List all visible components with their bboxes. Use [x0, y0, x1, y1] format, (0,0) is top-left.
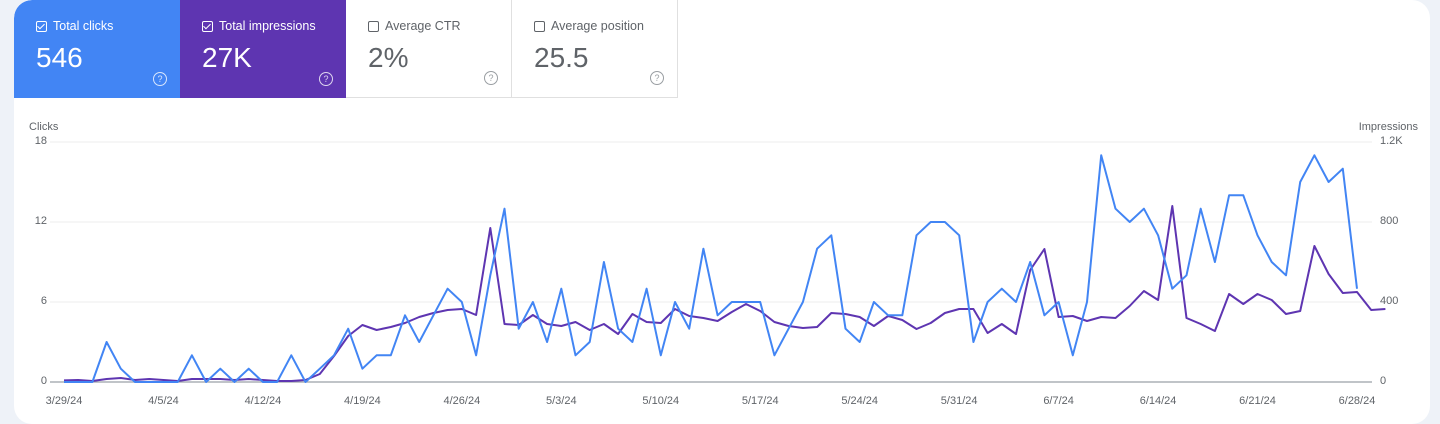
left-axis-tick: 6	[40, 295, 47, 307]
metric-card-total-clicks[interactable]: Total clicks 546 ?	[14, 0, 180, 98]
metric-value: 546	[36, 42, 83, 73]
metric-cards: Total clicks 546 ? Total impressions 27K…	[14, 0, 678, 98]
impressions-line[interactable]	[63, 205, 1386, 382]
x-axis-tick: 4/26/24	[443, 395, 481, 407]
x-axis-tick: 6/28/24	[1338, 395, 1376, 407]
checkbox-checked-icon[interactable]	[36, 20, 47, 32]
metric-card-total-impressions[interactable]: Total impressions 27K ?	[180, 0, 346, 98]
x-axis-tick: 5/31/24	[940, 395, 978, 407]
right-axis-tick: 400	[1380, 295, 1399, 307]
right-axis-title: Impressions	[1358, 121, 1418, 133]
chart-plot-area	[50, 141, 1386, 383]
x-axis-tick: 5/10/24	[642, 395, 680, 407]
right-axis-tick: 800	[1380, 215, 1399, 227]
metric-value: 25.5	[534, 42, 589, 73]
x-axis-tick: 5/3/24	[546, 395, 577, 407]
left-axis-tick: 12	[34, 215, 47, 227]
left-axis-title: Clicks	[29, 121, 59, 133]
x-axis-tick: 4/19/24	[344, 395, 381, 407]
help-icon[interactable]: ?	[484, 71, 498, 85]
x-axis-tick: 4/5/24	[148, 395, 179, 407]
help-icon[interactable]: ?	[319, 72, 333, 86]
metric-card-average-position[interactable]: Average position 25.5 ?	[512, 0, 678, 98]
x-axis-tick: 6/7/24	[1043, 395, 1074, 407]
x-axis-tick: 3/29/24	[45, 395, 83, 407]
metric-label: Total impressions	[219, 19, 316, 33]
clicks-line[interactable]	[64, 154, 1358, 383]
checkbox-unchecked-icon[interactable]	[534, 20, 545, 32]
help-icon[interactable]: ?	[650, 71, 664, 85]
metric-card-average-ctr[interactable]: Average CTR 2% ?	[346, 0, 512, 98]
performance-panel: Total clicks 546 ? Total impressions 27K…	[14, 0, 1430, 424]
checkbox-checked-icon[interactable]	[202, 20, 213, 32]
x-axis-tick: 6/21/24	[1239, 395, 1276, 407]
metric-label: Average position	[551, 19, 644, 33]
x-axis-tick: 4/12/24	[244, 395, 282, 407]
help-icon[interactable]: ?	[153, 72, 167, 86]
metric-label: Total clicks	[53, 19, 114, 33]
performance-chart[interactable]: Clicks Impressions 0 0 6 400 12 800 18 1.2K 3/29…	[14, 0, 1430, 424]
metric-label: Average CTR	[385, 19, 461, 33]
x-axis-tick: 5/17/24	[741, 395, 779, 407]
x-axis-tick: 5/24/24	[841, 395, 879, 407]
metric-value: 27K	[202, 42, 252, 73]
right-axis-tick: 0	[1380, 375, 1387, 387]
metric-value: 2%	[368, 42, 409, 73]
left-axis-tick: 0	[40, 375, 47, 387]
left-axis-tick: 18	[34, 135, 47, 147]
checkbox-unchecked-icon[interactable]	[368, 20, 379, 32]
x-axis-tick: 6/14/24	[1139, 395, 1177, 407]
right-axis-tick: 1.2K	[1380, 135, 1403, 147]
